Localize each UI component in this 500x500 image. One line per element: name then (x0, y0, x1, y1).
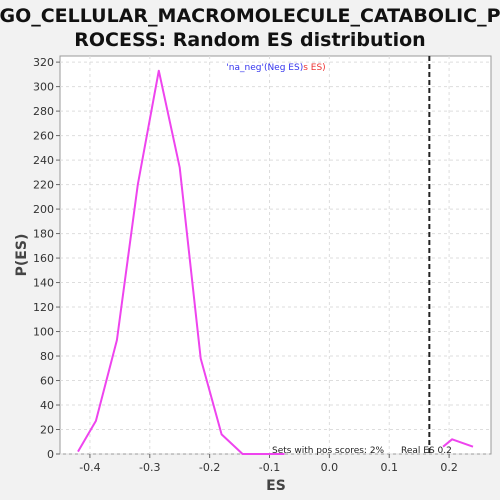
y-tick-label: 260 (33, 130, 54, 143)
y-axis-label: P(ES) (14, 234, 30, 277)
y-axis: 0 20 40 60 80 100 120 140 160 180 200 220 240 260 280 3… (33, 56, 60, 461)
x-axis-label: ES (266, 478, 286, 494)
real-es-annotation: Real ES 0.2 (401, 446, 452, 456)
y-tick-label: 120 (33, 301, 54, 314)
pos-scores-annotation: Sets with pos scores: 2% (272, 446, 385, 456)
x-tick-label: -0.1 (259, 461, 280, 474)
y-tick-label: 280 (33, 105, 54, 118)
legend: 'na_neg'(Neg ES)s ES) (226, 63, 325, 73)
y-tick-label: 60 (40, 375, 54, 388)
y-tick-label: 200 (33, 203, 54, 216)
y-tick-label: 300 (33, 81, 54, 94)
y-tick-label: 80 (40, 350, 54, 363)
plot-area (59, 55, 492, 455)
chart-title-line-1: GO_CELLULAR_MACROMOLECULE_CATABOLIC_P (0, 5, 500, 27)
legend-neg-label: (Neg ES) (264, 63, 303, 73)
y-tick-label: 220 (33, 179, 54, 192)
x-tick-label: -0.3 (139, 461, 160, 474)
legend-pos-label: s ES) (303, 63, 325, 73)
x-tick-label: 0.0 (321, 461, 339, 474)
series-line (77, 69, 285, 455)
legend-prefix: 'na_neg' (226, 63, 264, 73)
y-tick-label: 180 (33, 228, 54, 241)
series-line (442, 438, 474, 448)
y-tick-label: 20 (40, 424, 54, 437)
x-tick-label: -0.4 (79, 461, 100, 474)
distribution-series (77, 69, 474, 455)
y-tick-label: 240 (33, 154, 54, 167)
y-tick-label: 160 (33, 252, 54, 265)
y-tick-label: 320 (33, 56, 54, 69)
x-tick-label: 0.2 (440, 461, 458, 474)
x-tick-label: -0.2 (199, 461, 220, 474)
chart-title-line-2: ROCESS: Random ES distribution (74, 29, 425, 51)
y-tick-label: 40 (40, 399, 54, 412)
y-tick-label: 100 (33, 326, 54, 339)
x-axis: -0.4 -0.3 -0.2 -0.1 0.0 0.1 0.2 (79, 454, 458, 474)
x-tick-label: 0.1 (380, 461, 398, 474)
y-tick-label: 0 (47, 448, 54, 461)
y-tick-label: 140 (33, 277, 54, 290)
